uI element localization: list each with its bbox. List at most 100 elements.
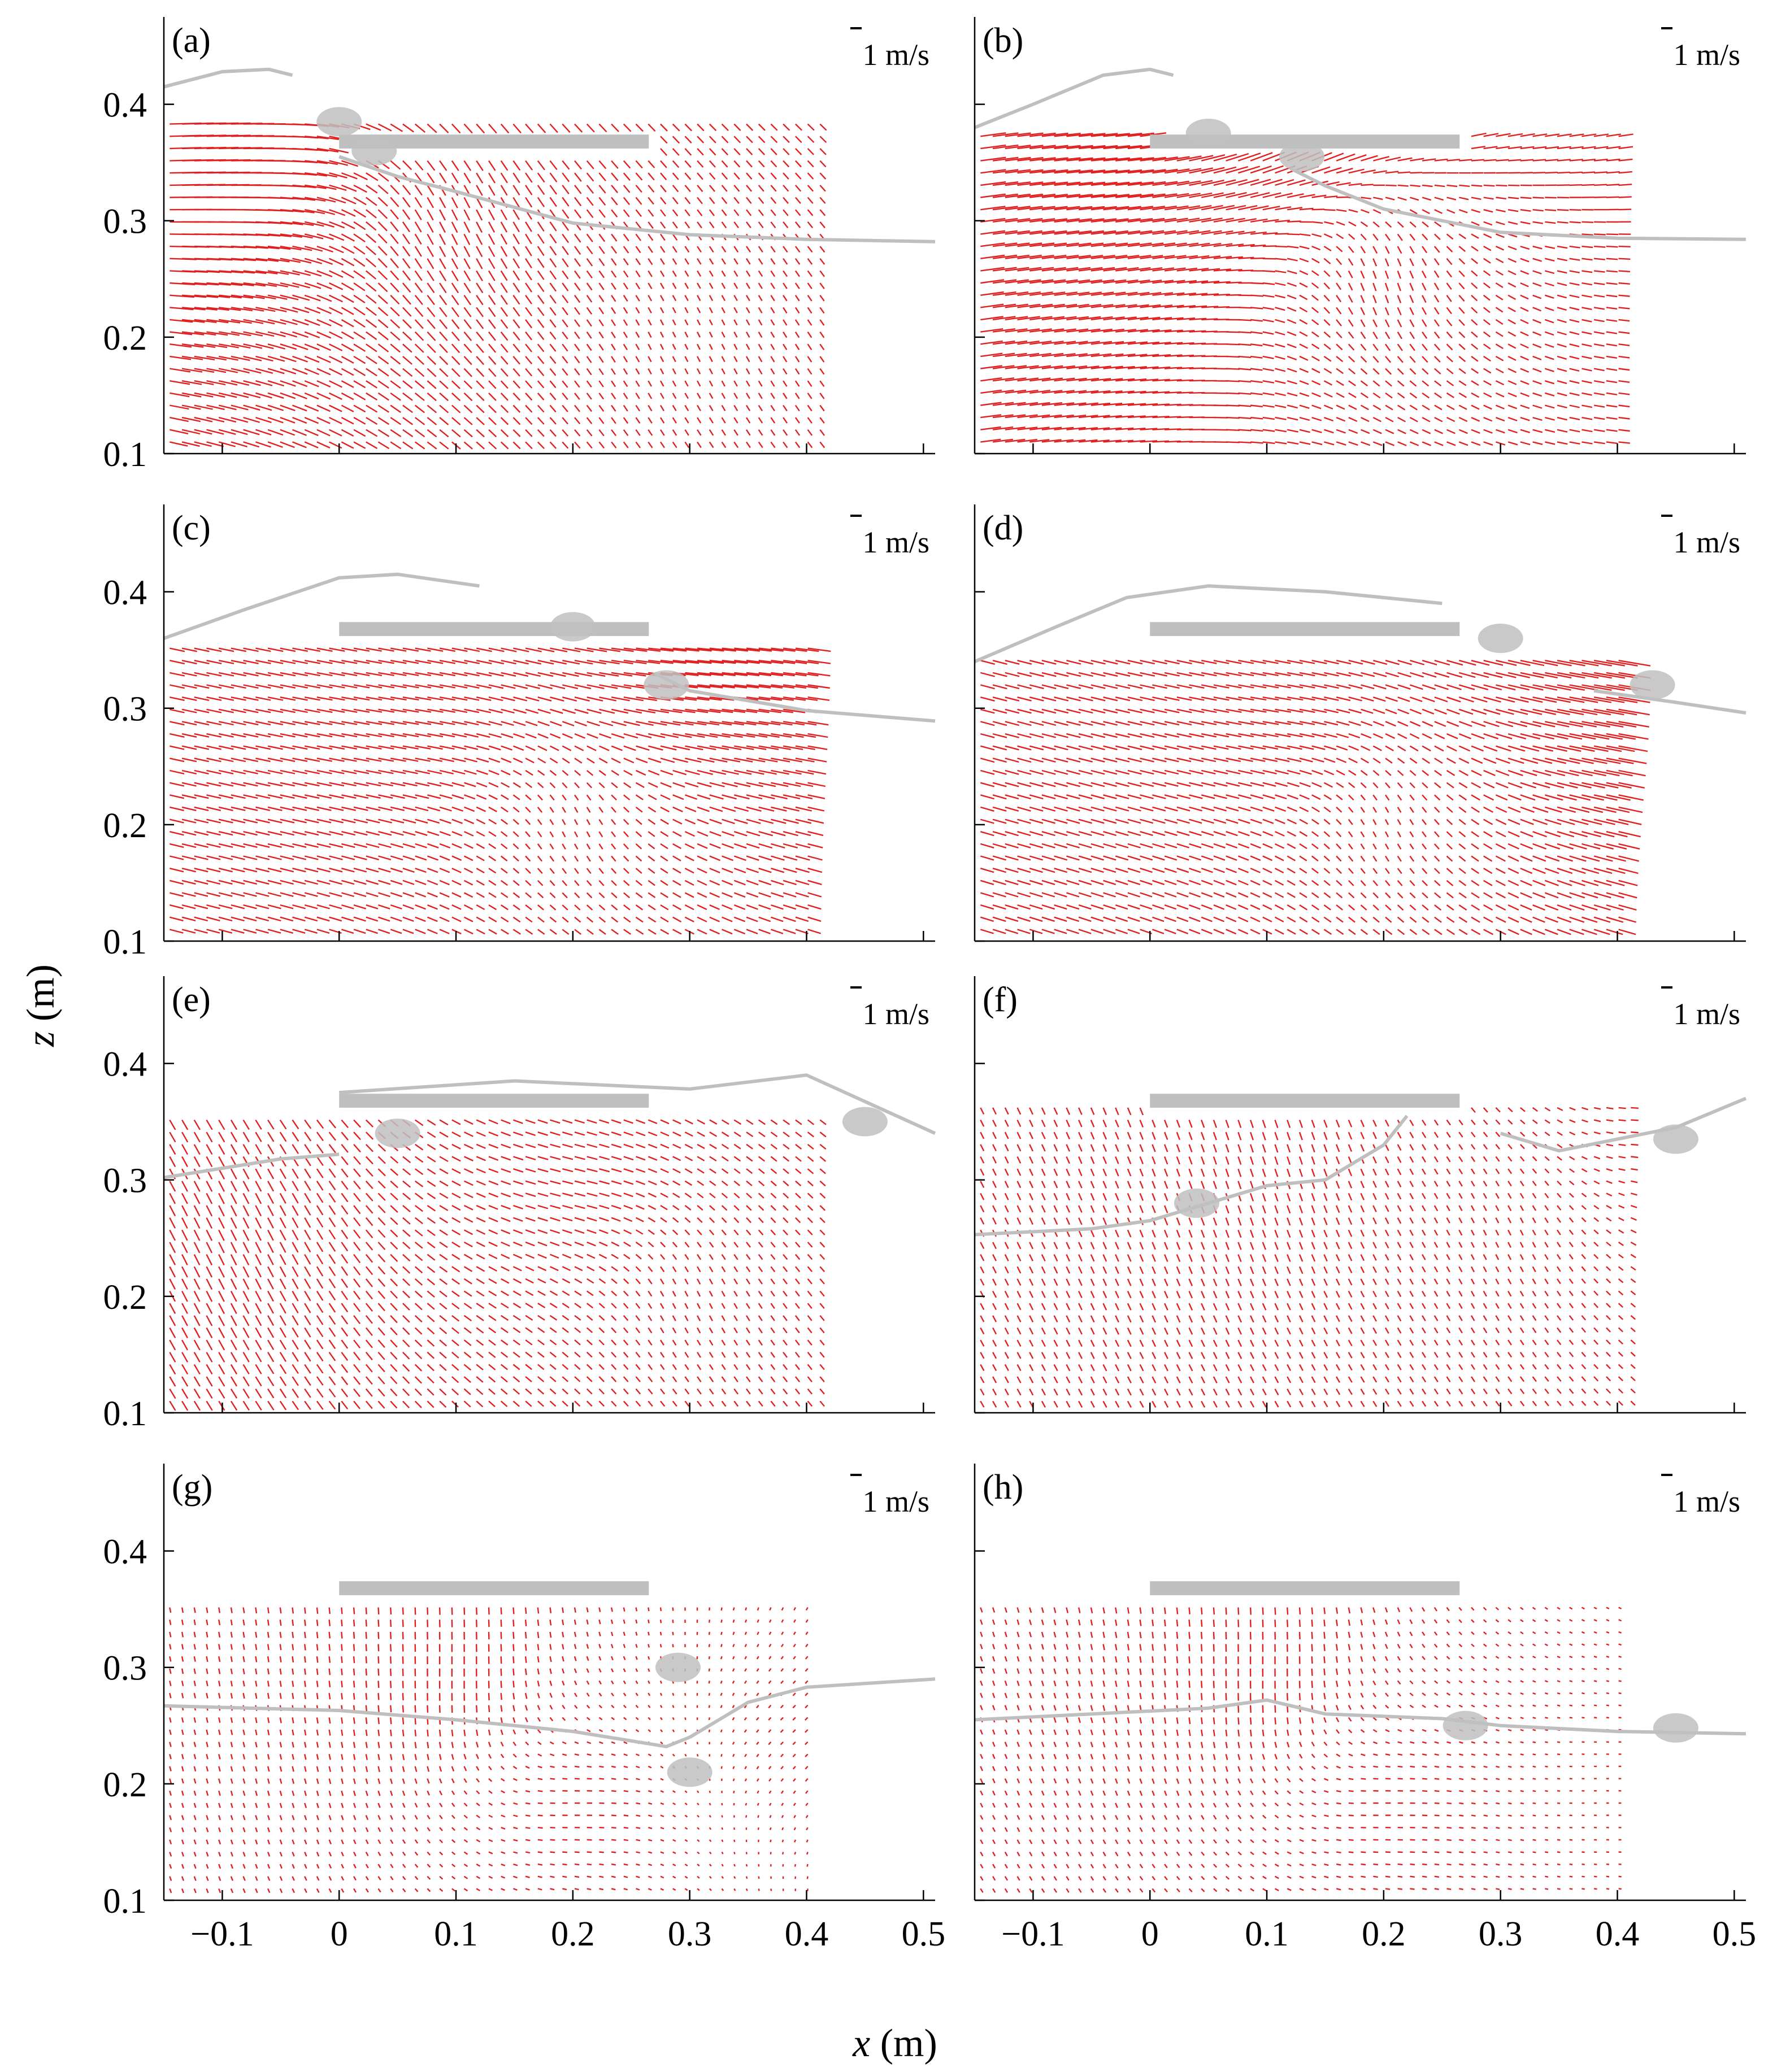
vector-arrow	[648, 233, 654, 241]
vector-arrow	[819, 343, 825, 350]
vector-arrow	[697, 282, 701, 289]
vector-arrow	[562, 368, 568, 376]
vector-arrow	[353, 294, 366, 303]
vector-arrow	[1189, 268, 1209, 272]
vector-arrow	[512, 368, 520, 377]
vector-arrow	[1275, 307, 1285, 311]
vector-arrow	[1323, 331, 1331, 338]
vector-arrow	[648, 332, 652, 338]
vector-arrow	[992, 377, 1015, 382]
vector-arrow	[1348, 441, 1358, 446]
vector-arrow	[746, 221, 751, 229]
vector-arrow	[1078, 316, 1101, 321]
vector-arrow	[549, 185, 558, 195]
vector-arrow	[562, 356, 568, 364]
vector-arrow	[463, 356, 472, 365]
vector-arrow	[721, 282, 726, 289]
vector-arrow	[1176, 292, 1196, 296]
vector-arrow	[1041, 377, 1063, 382]
vector-arrow	[659, 307, 664, 314]
vector-arrow	[1275, 441, 1287, 445]
vector-arrow	[598, 258, 605, 266]
vector-arrow	[697, 441, 702, 449]
vector-arrow	[414, 282, 423, 293]
vector-arrow	[181, 307, 206, 311]
vector-arrow	[1275, 429, 1287, 433]
vector-arrow	[1287, 416, 1298, 421]
vector-arrow	[1152, 391, 1170, 394]
vector-arrow	[390, 123, 403, 132]
vector-arrow	[819, 148, 827, 155]
vector-arrow	[463, 368, 472, 377]
vector-arrow	[1103, 439, 1122, 443]
vector-arrow	[549, 160, 558, 171]
vector-arrow	[794, 393, 800, 399]
vector-arrow	[697, 160, 704, 168]
vector-arrow	[1152, 255, 1175, 259]
vector-arrow	[537, 282, 545, 292]
vector-arrow	[1323, 404, 1333, 410]
vector-arrow	[733, 123, 741, 131]
vector-arrow	[549, 294, 557, 304]
vector-arrow	[451, 368, 460, 377]
vector-arrow	[476, 246, 483, 258]
vector-arrow	[980, 156, 1006, 162]
vector-arrow	[574, 380, 580, 388]
vector-arrow	[1127, 279, 1150, 284]
vector-arrow	[414, 417, 425, 425]
vector-arrow	[451, 380, 460, 389]
vector-arrow	[243, 416, 260, 423]
vector-arrow	[537, 319, 545, 328]
vector-arrow	[280, 294, 299, 301]
vector-arrow	[659, 319, 664, 326]
vector-arrow	[783, 136, 790, 143]
vector-arrow	[353, 270, 366, 279]
vector-arrow	[697, 209, 703, 216]
vector-arrow	[255, 343, 274, 350]
vector-arrow	[1311, 307, 1319, 314]
vector-arrow	[1078, 206, 1105, 211]
vector-arrow	[1090, 133, 1118, 137]
vector-arrow	[267, 294, 288, 300]
vector-arrow	[733, 246, 739, 253]
vector-arrow	[660, 172, 667, 181]
vector-arrow	[1348, 331, 1354, 339]
vector-arrow	[537, 368, 545, 376]
vector-arrow	[672, 270, 677, 277]
vector-arrow	[181, 343, 204, 348]
vector-arrow	[1017, 206, 1043, 211]
vector-arrow	[255, 270, 278, 275]
vector-arrow	[1103, 194, 1130, 198]
vector-arrow	[1569, 221, 1581, 224]
vector-arrow	[390, 429, 402, 437]
vector-arrow	[500, 258, 508, 269]
vector-arrow	[500, 417, 509, 425]
vector-arrow	[1005, 267, 1029, 272]
vector-arrow	[1287, 307, 1297, 312]
vector-arrow	[1115, 353, 1136, 358]
vector-arrow	[1140, 242, 1164, 247]
vector-arrow	[427, 380, 437, 389]
vector-arrow	[1189, 155, 1214, 162]
vector-arrow	[721, 221, 727, 229]
vector-arrow	[1336, 258, 1342, 265]
vector-arrow	[341, 160, 358, 167]
vector-arrow	[1238, 429, 1252, 432]
vector-arrow	[525, 123, 534, 133]
vector-arrow	[414, 160, 424, 171]
vector-arrow	[659, 356, 664, 363]
vector-arrow	[709, 332, 713, 338]
vector-arrow	[1582, 221, 1594, 223]
vector-arrow	[586, 185, 594, 194]
vector-arrow	[402, 343, 412, 353]
vector-arrow	[1054, 194, 1081, 198]
vector-arrow	[390, 319, 401, 329]
vector-arrow	[231, 368, 250, 374]
vector-arrow	[1090, 255, 1115, 259]
vector-arrow	[316, 209, 336, 215]
vector-arrow	[586, 233, 593, 242]
vector-arrow	[721, 429, 727, 436]
vector-arrow	[635, 404, 641, 412]
vector-arrow	[488, 185, 496, 196]
vector-arrow	[549, 441, 557, 449]
